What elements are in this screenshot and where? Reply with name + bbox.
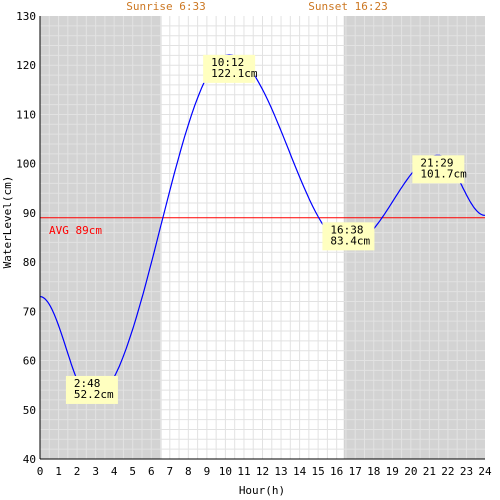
- x-tick-label: 19: [386, 465, 399, 478]
- y-tick-label: 60: [23, 355, 36, 368]
- extremum-value-label: 52.2cm: [74, 388, 114, 401]
- x-tick-label: 20: [404, 465, 417, 478]
- y-tick-label: 50: [23, 404, 36, 417]
- extremum-time-label: 10:12: [211, 56, 244, 69]
- x-tick-label: 16: [330, 465, 343, 478]
- x-tick-label: 14: [293, 465, 307, 478]
- extremum-value-label: 101.7cm: [420, 167, 467, 180]
- extremum-label-box: [412, 155, 465, 184]
- x-tick-label: 5: [129, 465, 136, 478]
- x-tick-label: 21: [423, 465, 436, 478]
- x-tick-label: 12: [256, 465, 269, 478]
- y-tick-label: 100: [16, 158, 36, 171]
- extremum-value-label: 83.4cm: [330, 234, 370, 247]
- x-tick-label: 6: [148, 465, 155, 478]
- y-tick-label: 40: [23, 453, 36, 466]
- y-tick-label: 110: [16, 108, 36, 121]
- night-shading: [40, 16, 485, 459]
- extremum-value-label: 122.1cm: [211, 67, 258, 80]
- x-tick-label: 10: [219, 465, 232, 478]
- x-tick-label: 4: [111, 465, 118, 478]
- x-tick-label: 18: [367, 465, 380, 478]
- x-tick-label: 17: [349, 465, 362, 478]
- x-tick-label: 8: [185, 465, 192, 478]
- x-tick-label: 1: [55, 465, 62, 478]
- x-tick-label: 3: [92, 465, 99, 478]
- y-tick-label: 90: [23, 207, 36, 220]
- x-tick-label: 11: [237, 465, 250, 478]
- y-tick-label: 70: [23, 305, 36, 318]
- x-tick-label: 0: [37, 465, 44, 478]
- extremum-label-box: [322, 222, 375, 251]
- x-tick-label: 13: [274, 465, 287, 478]
- x-tick-label: 7: [166, 465, 173, 478]
- x-tick-label: 22: [441, 465, 454, 478]
- y-tick-label: 120: [16, 59, 36, 72]
- y-axis-title: WaterLevel(cm): [1, 176, 14, 269]
- extremum-label-box: [203, 54, 256, 83]
- extremum-time-label: 21:29: [420, 156, 453, 169]
- x-tick-label: 23: [460, 465, 473, 478]
- x-tick-label: 15: [312, 465, 325, 478]
- x-axis-title: Hour(h): [239, 484, 285, 497]
- extremum-time-label: 16:38: [330, 223, 363, 236]
- extremum-label-box: [65, 375, 118, 404]
- extremum-time-label: 2:48: [74, 377, 101, 390]
- axes: 0 1 2 3 4 5 6 7 8 9 10 11 12 13 14 15 16 17 18 19 20 21 22 23 24…: [16, 10, 492, 478]
- x-tick-label: 24: [478, 465, 492, 478]
- x-tick-label: 2: [74, 465, 81, 478]
- sunset-label: Sunset 16:23: [308, 0, 387, 13]
- x-tick-label: 9: [204, 465, 211, 478]
- y-tick-label: 80: [23, 256, 36, 269]
- sunrise-label: Sunrise 6:33: [126, 0, 205, 13]
- y-tick-label: 130: [16, 10, 36, 23]
- average-label: AVG 89cm: [49, 224, 102, 237]
